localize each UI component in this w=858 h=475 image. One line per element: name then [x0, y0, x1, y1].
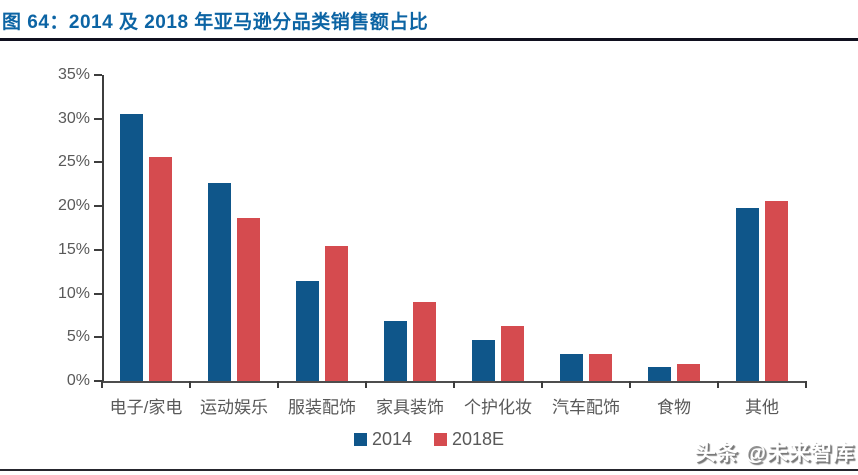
y-axis-label: 25%: [57, 153, 90, 171]
x-axis-label: 家具装饰: [376, 398, 444, 417]
bar-2014: [472, 339, 495, 381]
x-axis-tick: [277, 381, 279, 388]
y-axis-tick: [94, 248, 102, 251]
x-axis-tick: [629, 381, 631, 388]
x-axis-label: 服装配饰: [288, 398, 356, 417]
bar-2018E: [765, 200, 788, 381]
watermark-text: 头条 @未来智库: [694, 442, 855, 465]
legend-swatch-icon: [433, 433, 447, 446]
y-axis-label: 35%: [57, 66, 90, 83]
bar-2018E: [325, 246, 348, 381]
y-axis-label: 20%: [57, 197, 90, 215]
bar-2018E: [237, 217, 260, 381]
x-axis-tick: [189, 381, 191, 388]
bar-2014: [384, 320, 407, 381]
figure-title: 图 64：2014 及 2018 年亚马逊分品类销售额占比: [2, 12, 429, 33]
x-axis-tick: [453, 381, 455, 388]
y-axis-tick: [94, 74, 102, 76]
x-axis-tick: [101, 381, 103, 388]
legend-swatch-icon: [353, 433, 367, 446]
bar-2018E: [677, 363, 700, 381]
y-axis-tick: [94, 117, 102, 120]
y-axis-label: 0%: [66, 372, 90, 389]
x-axis-label: 运动娱乐: [200, 398, 268, 417]
bar-2018E: [413, 302, 436, 381]
x-axis-tick: [805, 381, 807, 388]
title-divider: [0, 38, 858, 41]
y-axis-line: [102, 75, 104, 383]
y-axis-tick: [94, 205, 102, 208]
x-axis-label: 食物: [657, 398, 691, 417]
bar-2018E: [501, 325, 524, 381]
x-axis-label: 其他: [745, 398, 779, 417]
y-axis-label: 5%: [66, 328, 90, 346]
y-axis-tick: [94, 336, 102, 339]
bar-2014: [120, 114, 143, 381]
x-axis-tick: [717, 381, 719, 388]
bar-2018E: [589, 353, 612, 381]
y-axis-tick: [94, 292, 102, 295]
bar-2014: [648, 367, 671, 381]
x-axis-label: 电子/家电: [109, 398, 183, 417]
bar-2014: [208, 182, 231, 381]
legend-item-2014: 2014: [353, 429, 412, 450]
bar-2014: [736, 207, 759, 381]
y-axis-tick: [94, 161, 102, 164]
y-axis-label: 10%: [57, 284, 90, 302]
y-axis-label: 15%: [57, 240, 90, 258]
bottom-divider: [0, 469, 858, 471]
bar-2014: [296, 281, 319, 381]
bar-2018E: [149, 157, 172, 381]
y-axis-label: 30%: [57, 109, 90, 127]
y-axis-tick: [94, 380, 102, 382]
x-axis-tick: [365, 381, 367, 388]
x-axis-tick: [541, 381, 543, 388]
legend-label: 2014: [371, 429, 412, 449]
chart-legend: 2014 2018E: [0, 429, 858, 450]
bar-2014: [560, 353, 583, 381]
legend-label: 2018E: [451, 429, 505, 449]
legend-item-2018E: 2018E: [433, 429, 505, 450]
x-axis-label: 汽车配饰: [552, 398, 620, 417]
x-axis-label: 个护化妆: [464, 398, 532, 417]
